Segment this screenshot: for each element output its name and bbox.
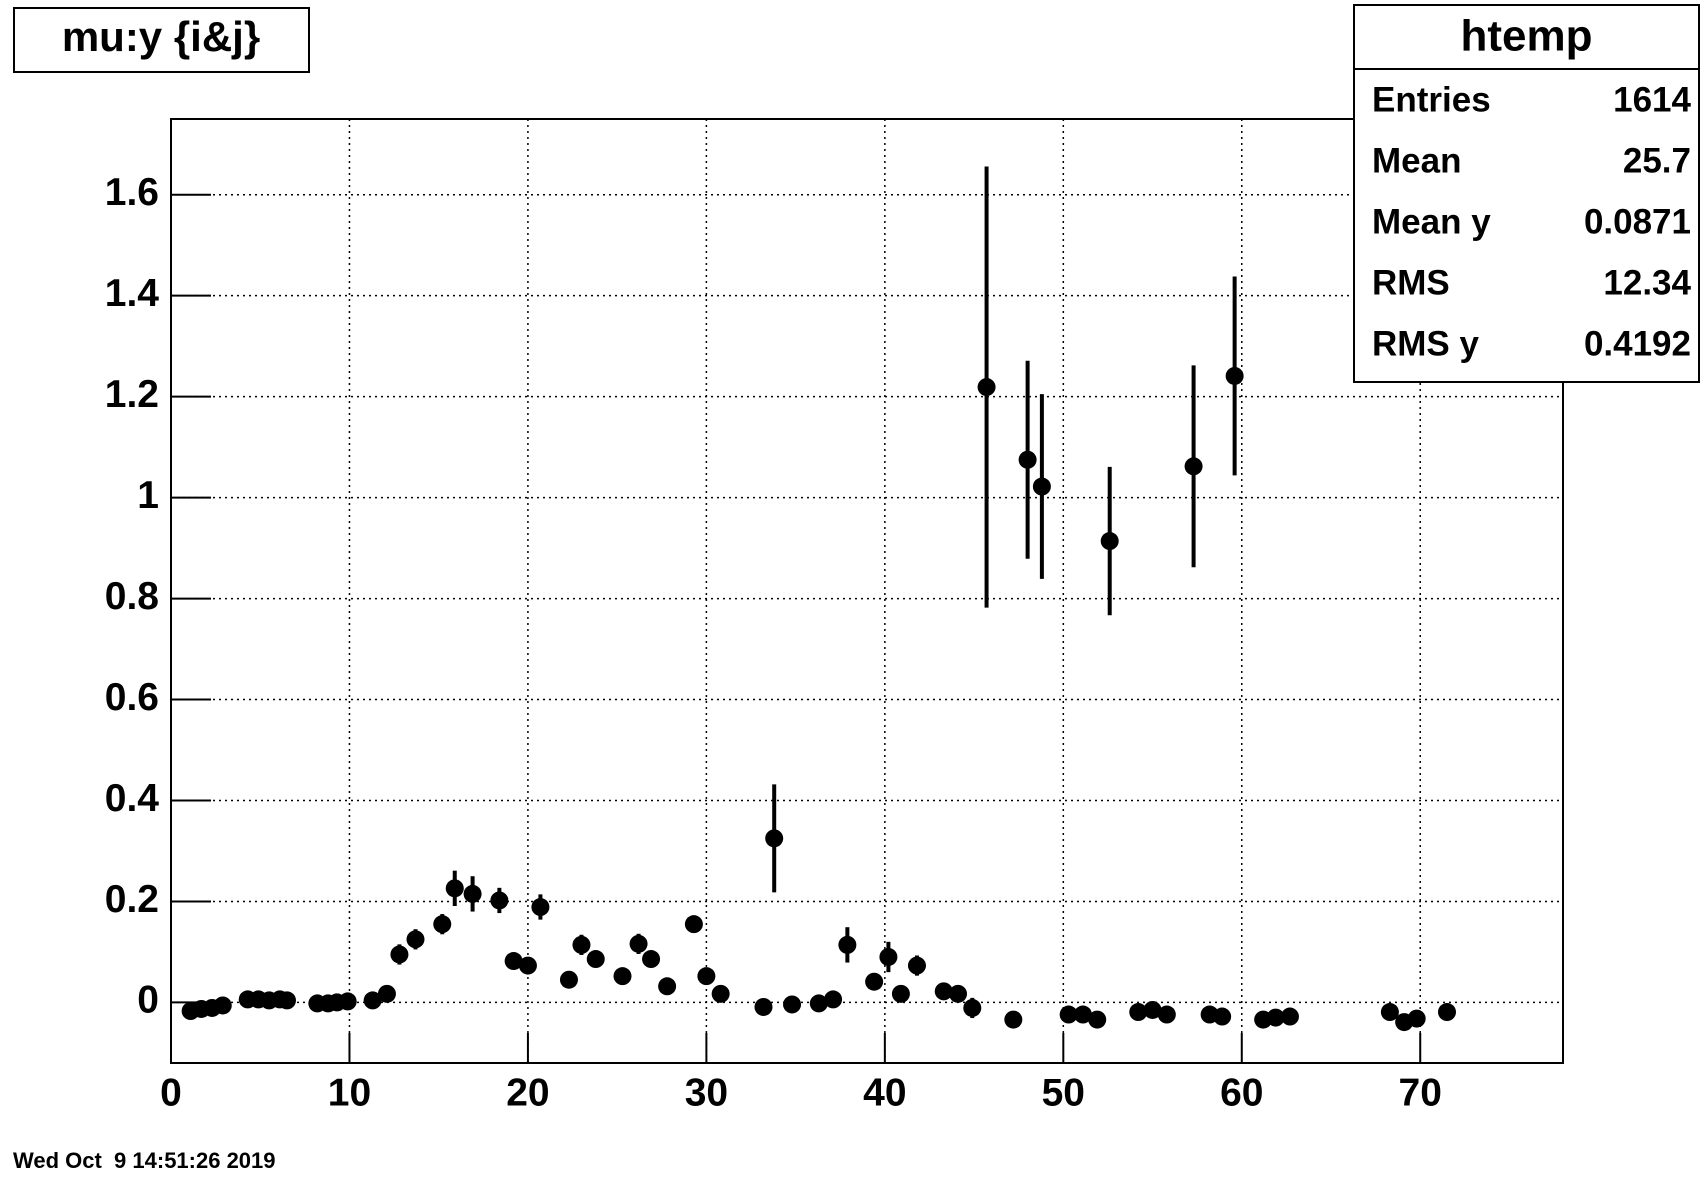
marker xyxy=(1280,1007,1299,1026)
marker xyxy=(406,930,425,949)
stats-label: RMS y xyxy=(1372,324,1480,363)
marker xyxy=(490,891,509,910)
marker xyxy=(1266,1008,1285,1027)
marker xyxy=(629,934,648,953)
stats-box xyxy=(1353,4,1700,383)
marker xyxy=(1088,1010,1107,1029)
y-tick-label: 1.4 xyxy=(105,272,160,315)
marker xyxy=(865,972,884,991)
marker xyxy=(1213,1007,1232,1026)
stats-value: 25.7 xyxy=(1623,141,1691,180)
marker xyxy=(1100,532,1119,551)
marker xyxy=(949,984,968,1003)
marker xyxy=(765,829,784,848)
marker xyxy=(891,984,910,1003)
marker xyxy=(1438,1003,1456,1022)
marker xyxy=(1018,450,1037,469)
marker xyxy=(658,977,677,996)
x-tick-label: 30 xyxy=(685,1071,728,1114)
stats-label: Mean xyxy=(1372,141,1461,180)
marker xyxy=(1059,1005,1078,1024)
marker xyxy=(711,984,730,1003)
marker xyxy=(463,884,482,903)
y-tick-label: 0 xyxy=(137,979,159,1022)
marker xyxy=(1225,366,1244,385)
marker xyxy=(390,945,409,964)
stats-value: 0.4192 xyxy=(1584,324,1691,363)
title-box xyxy=(13,7,310,73)
marker xyxy=(1073,1005,1092,1024)
marker xyxy=(697,967,716,986)
stats-value: 1614 xyxy=(1613,80,1691,119)
marker xyxy=(504,952,523,971)
stats-label: RMS xyxy=(1372,263,1450,302)
y-tick-label: 0.6 xyxy=(105,676,159,719)
marker xyxy=(433,915,452,934)
x-tick-label: 10 xyxy=(328,1071,371,1114)
marker xyxy=(824,990,843,1009)
marker xyxy=(1380,1003,1399,1022)
marker xyxy=(572,935,591,954)
marker xyxy=(278,991,296,1010)
marker xyxy=(754,997,773,1016)
marker xyxy=(1129,1003,1148,1022)
marker xyxy=(934,982,953,1001)
y-tick-label: 1.6 xyxy=(105,171,159,214)
marker xyxy=(1032,477,1051,496)
chart-title: mu:y {i&j} xyxy=(62,13,260,60)
y-tick-label: 1.2 xyxy=(105,373,159,416)
marker xyxy=(838,935,857,954)
marker xyxy=(1143,1000,1162,1019)
marker xyxy=(531,898,550,917)
stats-value: 0.0871 xyxy=(1584,202,1691,241)
marker xyxy=(879,947,898,966)
y-tick-label: 0.4 xyxy=(105,777,160,820)
marker xyxy=(1407,1009,1426,1028)
marker xyxy=(445,879,464,898)
marker xyxy=(213,996,232,1015)
marker xyxy=(1004,1010,1023,1029)
marker xyxy=(559,970,578,989)
stats-value: 12.34 xyxy=(1603,263,1691,302)
marker xyxy=(963,998,982,1017)
x-tick-label: 60 xyxy=(1220,1071,1263,1114)
y-tick-label: 1 xyxy=(137,474,159,517)
marker xyxy=(907,956,926,975)
marker xyxy=(1184,457,1203,476)
x-tick-label: 0 xyxy=(160,1071,182,1114)
marker xyxy=(377,984,396,1003)
y-tick-label: 0.2 xyxy=(105,878,159,921)
marker xyxy=(613,967,632,986)
marker xyxy=(783,995,802,1014)
marker xyxy=(684,915,703,934)
marker xyxy=(518,956,537,975)
x-tick-label: 40 xyxy=(863,1071,906,1114)
x-tick-label: 20 xyxy=(506,1071,549,1114)
marker xyxy=(642,950,661,969)
x-tick-label: 50 xyxy=(1042,1071,1085,1114)
stats-label: Entries xyxy=(1372,80,1491,119)
plot-frame xyxy=(170,118,1564,1064)
y-tick-label: 0.8 xyxy=(105,575,159,618)
marker xyxy=(809,994,828,1013)
stats-title: htemp xyxy=(1461,12,1593,61)
x-tick-label: 70 xyxy=(1399,1071,1442,1114)
marker xyxy=(363,991,382,1010)
marker xyxy=(338,992,357,1011)
marker xyxy=(586,950,605,969)
stats-label: Mean y xyxy=(1372,202,1491,241)
marker xyxy=(977,378,996,397)
marker xyxy=(1157,1005,1176,1024)
timestamp: Wed Oct 9 14:51:26 2019 xyxy=(13,1148,276,1173)
